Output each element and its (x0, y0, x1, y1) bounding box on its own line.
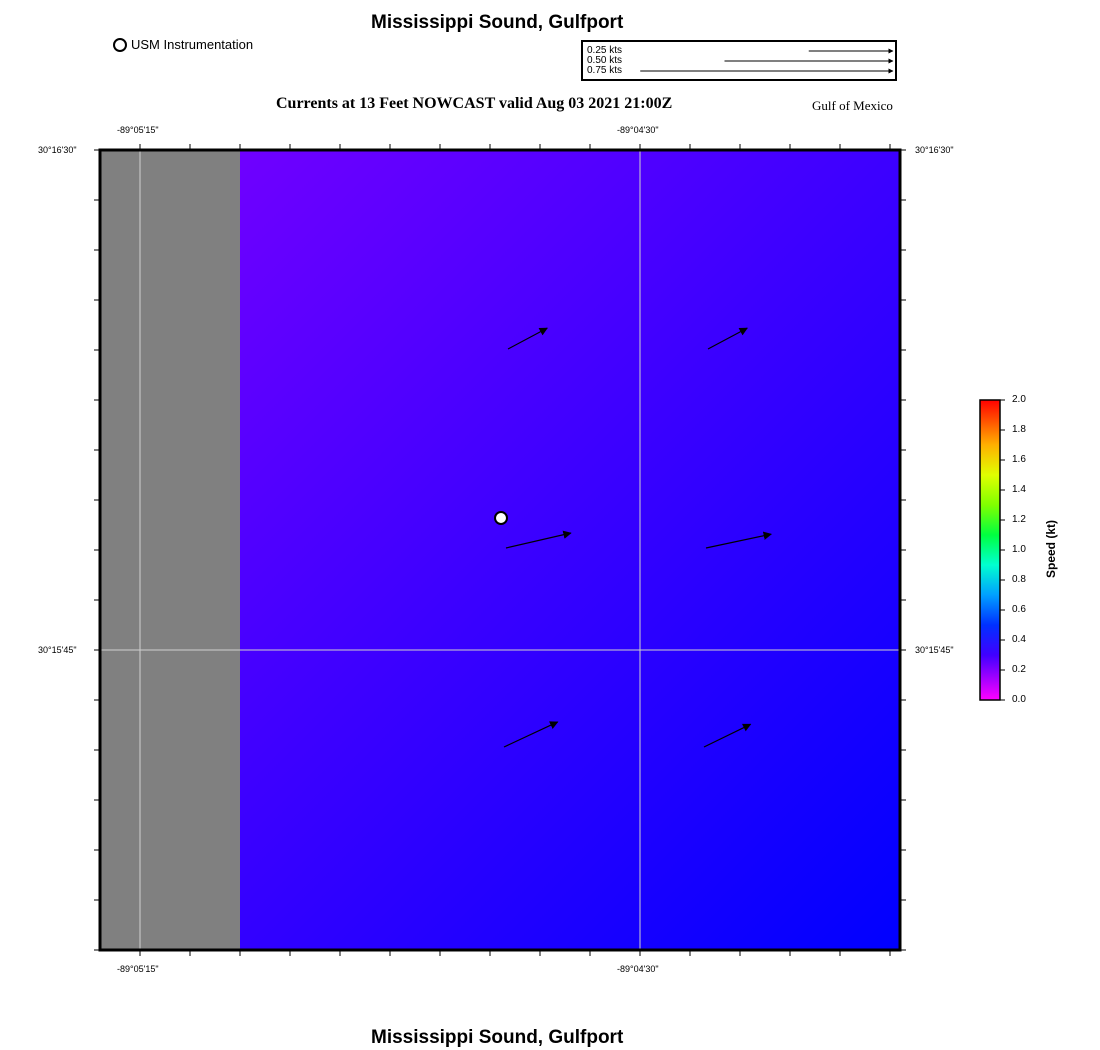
colorbar-tick-label: 0.6 (1012, 604, 1026, 615)
map-subtitle: Currents at 13 Feet NOWCAST valid Aug 03… (276, 95, 673, 112)
lat-label-right-2: 30°15'45" (915, 645, 954, 655)
region-label: Gulf of Mexico (812, 98, 893, 113)
current-vector-arrow (707, 327, 748, 350)
scale-label-025: 0.25 kts (587, 45, 623, 56)
current-vector-arrow (703, 723, 752, 748)
lat-label-left-2: 30°15'45" (38, 645, 77, 655)
current-vector-arrow (507, 327, 548, 350)
colorbar-labels: 0.0 0.2 0.4 0.6 0.8 1.0 1.2 1.4 1.6 1.8 2.0 (1000, 394, 1040, 707)
colorbar-tick-label: 0.4 (1012, 634, 1026, 645)
lon-label-top-1: -89°05'15" (117, 125, 159, 135)
scale-arrows (640, 48, 894, 74)
colorbar-tick-label: 1.8 (1012, 424, 1026, 435)
colorbar-tick-label: 2.0 (1012, 394, 1026, 405)
station-legend-label: USM Instrumentation (131, 37, 254, 52)
footer-title: Mississippi Sound, Gulfport (371, 1027, 624, 1048)
current-vector-arrow (505, 530, 572, 549)
colorbar-tick-label: 0.2 (1012, 664, 1026, 675)
graticule (100, 150, 900, 950)
scale-label-050: 0.50 kts (587, 55, 623, 66)
vector-scale-box: 0.25 kts 0.50 kts 0.75 kts (581, 40, 897, 81)
scale-label-075: 0.75 kts (587, 65, 623, 76)
colorbar-title: Speed (kt) (1044, 519, 1059, 579)
colorbar-tick-label: 1.2 (1012, 514, 1026, 525)
current-vector-arrow (705, 531, 772, 549)
colorbar-tick-label: 0.8 (1012, 574, 1026, 585)
current-vector-arrow (503, 721, 559, 748)
colorbar-tick-label: 1.4 (1012, 484, 1026, 495)
lon-label-top-2: -89°04'30" (617, 125, 659, 135)
land-area (100, 150, 240, 950)
colorbar-tick-label: 0.0 (1012, 694, 1026, 705)
map-title: Mississippi Sound, Gulfport (371, 12, 624, 33)
lon-label-bottom-1: -89°05'15" (117, 964, 159, 974)
lat-label-left-1: 30°16'30" (38, 145, 77, 155)
lat-label-right-1: 30°16'30" (915, 145, 954, 155)
axis-ticks (94, 144, 906, 956)
usm-station-marker[interactable] (494, 511, 508, 525)
station-legend: USM Instrumentation (113, 37, 253, 52)
station-marker-icon (113, 37, 127, 52)
colorbar-tick-label: 1.0 (1012, 544, 1026, 555)
speed-colorbar (979, 399, 1005, 701)
lon-label-bottom-2: -89°04'30" (617, 964, 659, 974)
colorbar-tick-label: 1.6 (1012, 454, 1026, 465)
current-vectors (503, 327, 772, 748)
